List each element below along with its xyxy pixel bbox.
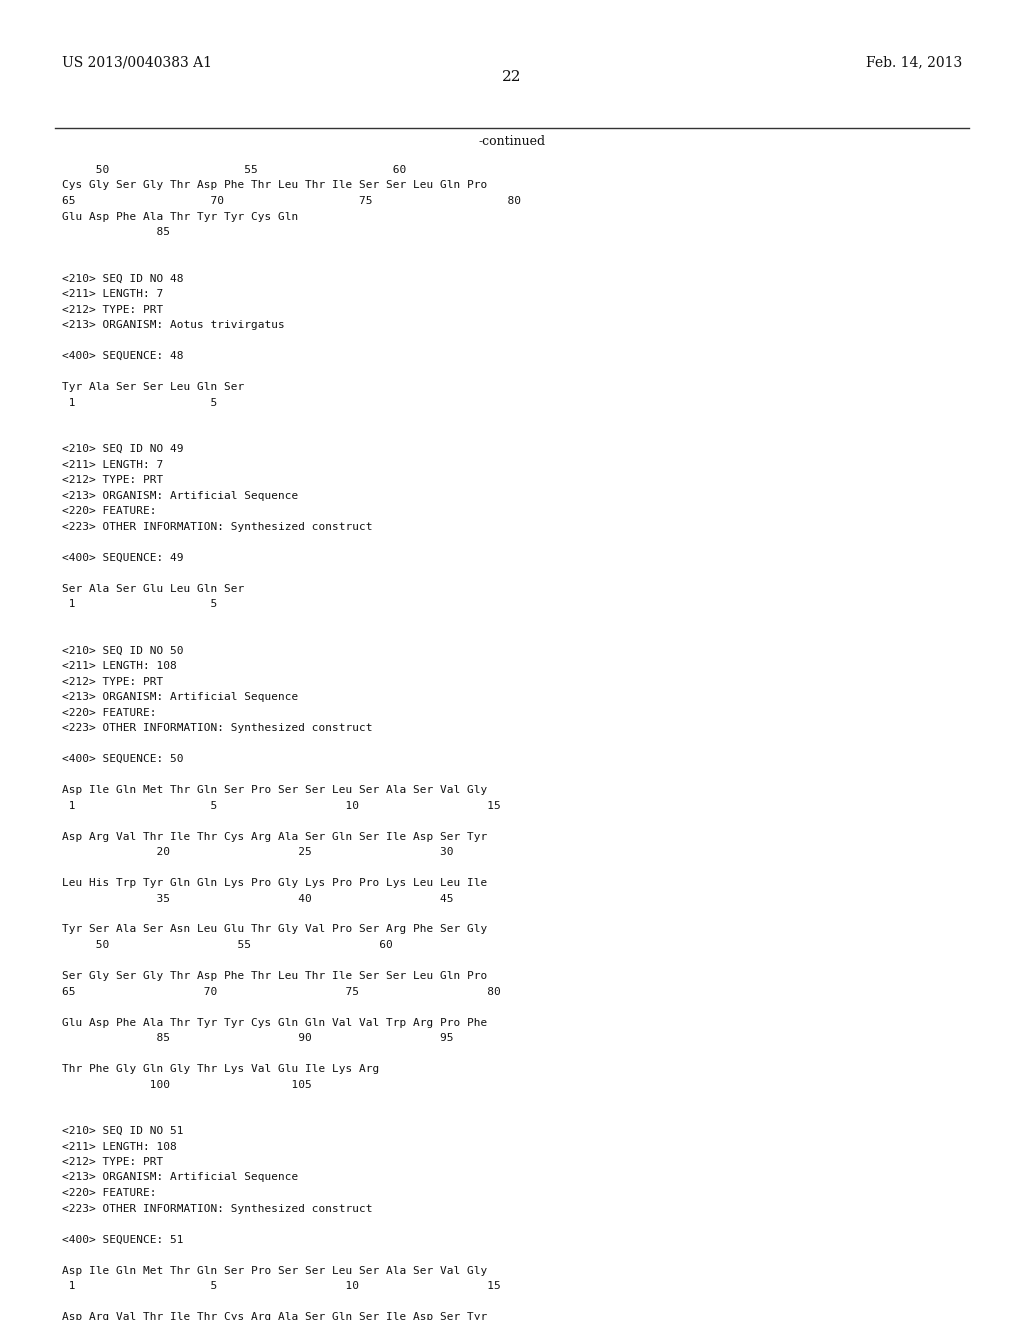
Text: Thr Phe Gly Gln Gly Thr Lys Val Glu Ile Lys Arg: Thr Phe Gly Gln Gly Thr Lys Val Glu Ile …	[62, 1064, 379, 1074]
Text: <213> ORGANISM: Artificial Sequence: <213> ORGANISM: Artificial Sequence	[62, 491, 298, 500]
Text: <400> SEQUENCE: 50: <400> SEQUENCE: 50	[62, 754, 183, 764]
Text: <400> SEQUENCE: 49: <400> SEQUENCE: 49	[62, 553, 183, 562]
Text: Leu His Trp Tyr Gln Gln Lys Pro Gly Lys Pro Pro Lys Leu Leu Ile: Leu His Trp Tyr Gln Gln Lys Pro Gly Lys …	[62, 878, 487, 888]
Text: <212> TYPE: PRT: <212> TYPE: PRT	[62, 475, 163, 484]
Text: 50                    55                    60: 50 55 60	[62, 165, 407, 176]
Text: 85: 85	[62, 227, 170, 238]
Text: 1                    5: 1 5	[62, 599, 217, 609]
Text: <400> SEQUENCE: 51: <400> SEQUENCE: 51	[62, 1234, 183, 1245]
Text: 100                  105: 100 105	[62, 1080, 311, 1089]
Text: Ser Gly Ser Gly Thr Asp Phe Thr Leu Thr Ile Ser Ser Leu Gln Pro: Ser Gly Ser Gly Thr Asp Phe Thr Leu Thr …	[62, 972, 487, 981]
Text: <220> FEATURE:: <220> FEATURE:	[62, 1188, 157, 1199]
Text: <211> LENGTH: 108: <211> LENGTH: 108	[62, 661, 177, 671]
Text: <213> ORGANISM: Artificial Sequence: <213> ORGANISM: Artificial Sequence	[62, 692, 298, 702]
Text: 85                   90                   95: 85 90 95	[62, 1034, 454, 1043]
Text: US 2013/0040383 A1: US 2013/0040383 A1	[62, 55, 212, 69]
Text: <400> SEQUENCE: 48: <400> SEQUENCE: 48	[62, 351, 183, 360]
Text: <220> FEATURE:: <220> FEATURE:	[62, 506, 157, 516]
Text: Glu Asp Phe Ala Thr Tyr Tyr Cys Gln Gln Val Val Trp Arg Pro Phe: Glu Asp Phe Ala Thr Tyr Tyr Cys Gln Gln …	[62, 1018, 487, 1027]
Text: Feb. 14, 2013: Feb. 14, 2013	[865, 55, 962, 69]
Text: <211> LENGTH: 7: <211> LENGTH: 7	[62, 289, 163, 300]
Text: <223> OTHER INFORMATION: Synthesized construct: <223> OTHER INFORMATION: Synthesized con…	[62, 1204, 373, 1213]
Text: 65                    70                    75                    80: 65 70 75 80	[62, 195, 521, 206]
Text: <210> SEQ ID NO 49: <210> SEQ ID NO 49	[62, 444, 183, 454]
Text: <220> FEATURE:: <220> FEATURE:	[62, 708, 157, 718]
Text: Cys Gly Ser Gly Thr Asp Phe Thr Leu Thr Ile Ser Ser Leu Gln Pro: Cys Gly Ser Gly Thr Asp Phe Thr Leu Thr …	[62, 181, 487, 190]
Text: 1                    5                   10                   15: 1 5 10 15	[62, 1280, 501, 1291]
Text: Asp Arg Val Thr Ile Thr Cys Arg Ala Ser Gln Ser Ile Asp Ser Tyr: Asp Arg Val Thr Ile Thr Cys Arg Ala Ser …	[62, 1312, 487, 1320]
Text: <212> TYPE: PRT: <212> TYPE: PRT	[62, 1158, 163, 1167]
Text: 65                   70                   75                   80: 65 70 75 80	[62, 986, 501, 997]
Text: 22: 22	[502, 70, 522, 84]
Text: <213> ORGANISM: Artificial Sequence: <213> ORGANISM: Artificial Sequence	[62, 1172, 298, 1183]
Text: <212> TYPE: PRT: <212> TYPE: PRT	[62, 305, 163, 314]
Text: <210> SEQ ID NO 50: <210> SEQ ID NO 50	[62, 645, 183, 656]
Text: Asp Arg Val Thr Ile Thr Cys Arg Ala Ser Gln Ser Ile Asp Ser Tyr: Asp Arg Val Thr Ile Thr Cys Arg Ala Ser …	[62, 832, 487, 842]
Text: Glu Asp Phe Ala Thr Tyr Tyr Cys Gln: Glu Asp Phe Ala Thr Tyr Tyr Cys Gln	[62, 211, 298, 222]
Text: <223> OTHER INFORMATION: Synthesized construct: <223> OTHER INFORMATION: Synthesized con…	[62, 521, 373, 532]
Text: Ser Ala Ser Glu Leu Gln Ser: Ser Ala Ser Glu Leu Gln Ser	[62, 583, 245, 594]
Text: <211> LENGTH: 7: <211> LENGTH: 7	[62, 459, 163, 470]
Text: <210> SEQ ID NO 51: <210> SEQ ID NO 51	[62, 1126, 183, 1137]
Text: 20                   25                   30: 20 25 30	[62, 847, 454, 857]
Text: 35                   40                   45: 35 40 45	[62, 894, 454, 903]
Text: 50                   55                   60: 50 55 60	[62, 940, 393, 950]
Text: 1                    5: 1 5	[62, 397, 217, 408]
Text: -continued: -continued	[478, 135, 546, 148]
Text: <211> LENGTH: 108: <211> LENGTH: 108	[62, 1142, 177, 1151]
Text: 1                    5                   10                   15: 1 5 10 15	[62, 800, 501, 810]
Text: Tyr Ser Ala Ser Asn Leu Glu Thr Gly Val Pro Ser Arg Phe Ser Gly: Tyr Ser Ala Ser Asn Leu Glu Thr Gly Val …	[62, 924, 487, 935]
Text: Tyr Ala Ser Ser Leu Gln Ser: Tyr Ala Ser Ser Leu Gln Ser	[62, 381, 245, 392]
Text: Asp Ile Gln Met Thr Gln Ser Pro Ser Ser Leu Ser Ala Ser Val Gly: Asp Ile Gln Met Thr Gln Ser Pro Ser Ser …	[62, 785, 487, 795]
Text: <223> OTHER INFORMATION: Synthesized construct: <223> OTHER INFORMATION: Synthesized con…	[62, 723, 373, 733]
Text: <212> TYPE: PRT: <212> TYPE: PRT	[62, 677, 163, 686]
Text: <213> ORGANISM: Aotus trivirgatus: <213> ORGANISM: Aotus trivirgatus	[62, 319, 285, 330]
Text: Asp Ile Gln Met Thr Gln Ser Pro Ser Ser Leu Ser Ala Ser Val Gly: Asp Ile Gln Met Thr Gln Ser Pro Ser Ser …	[62, 1266, 487, 1275]
Text: <210> SEQ ID NO 48: <210> SEQ ID NO 48	[62, 273, 183, 284]
